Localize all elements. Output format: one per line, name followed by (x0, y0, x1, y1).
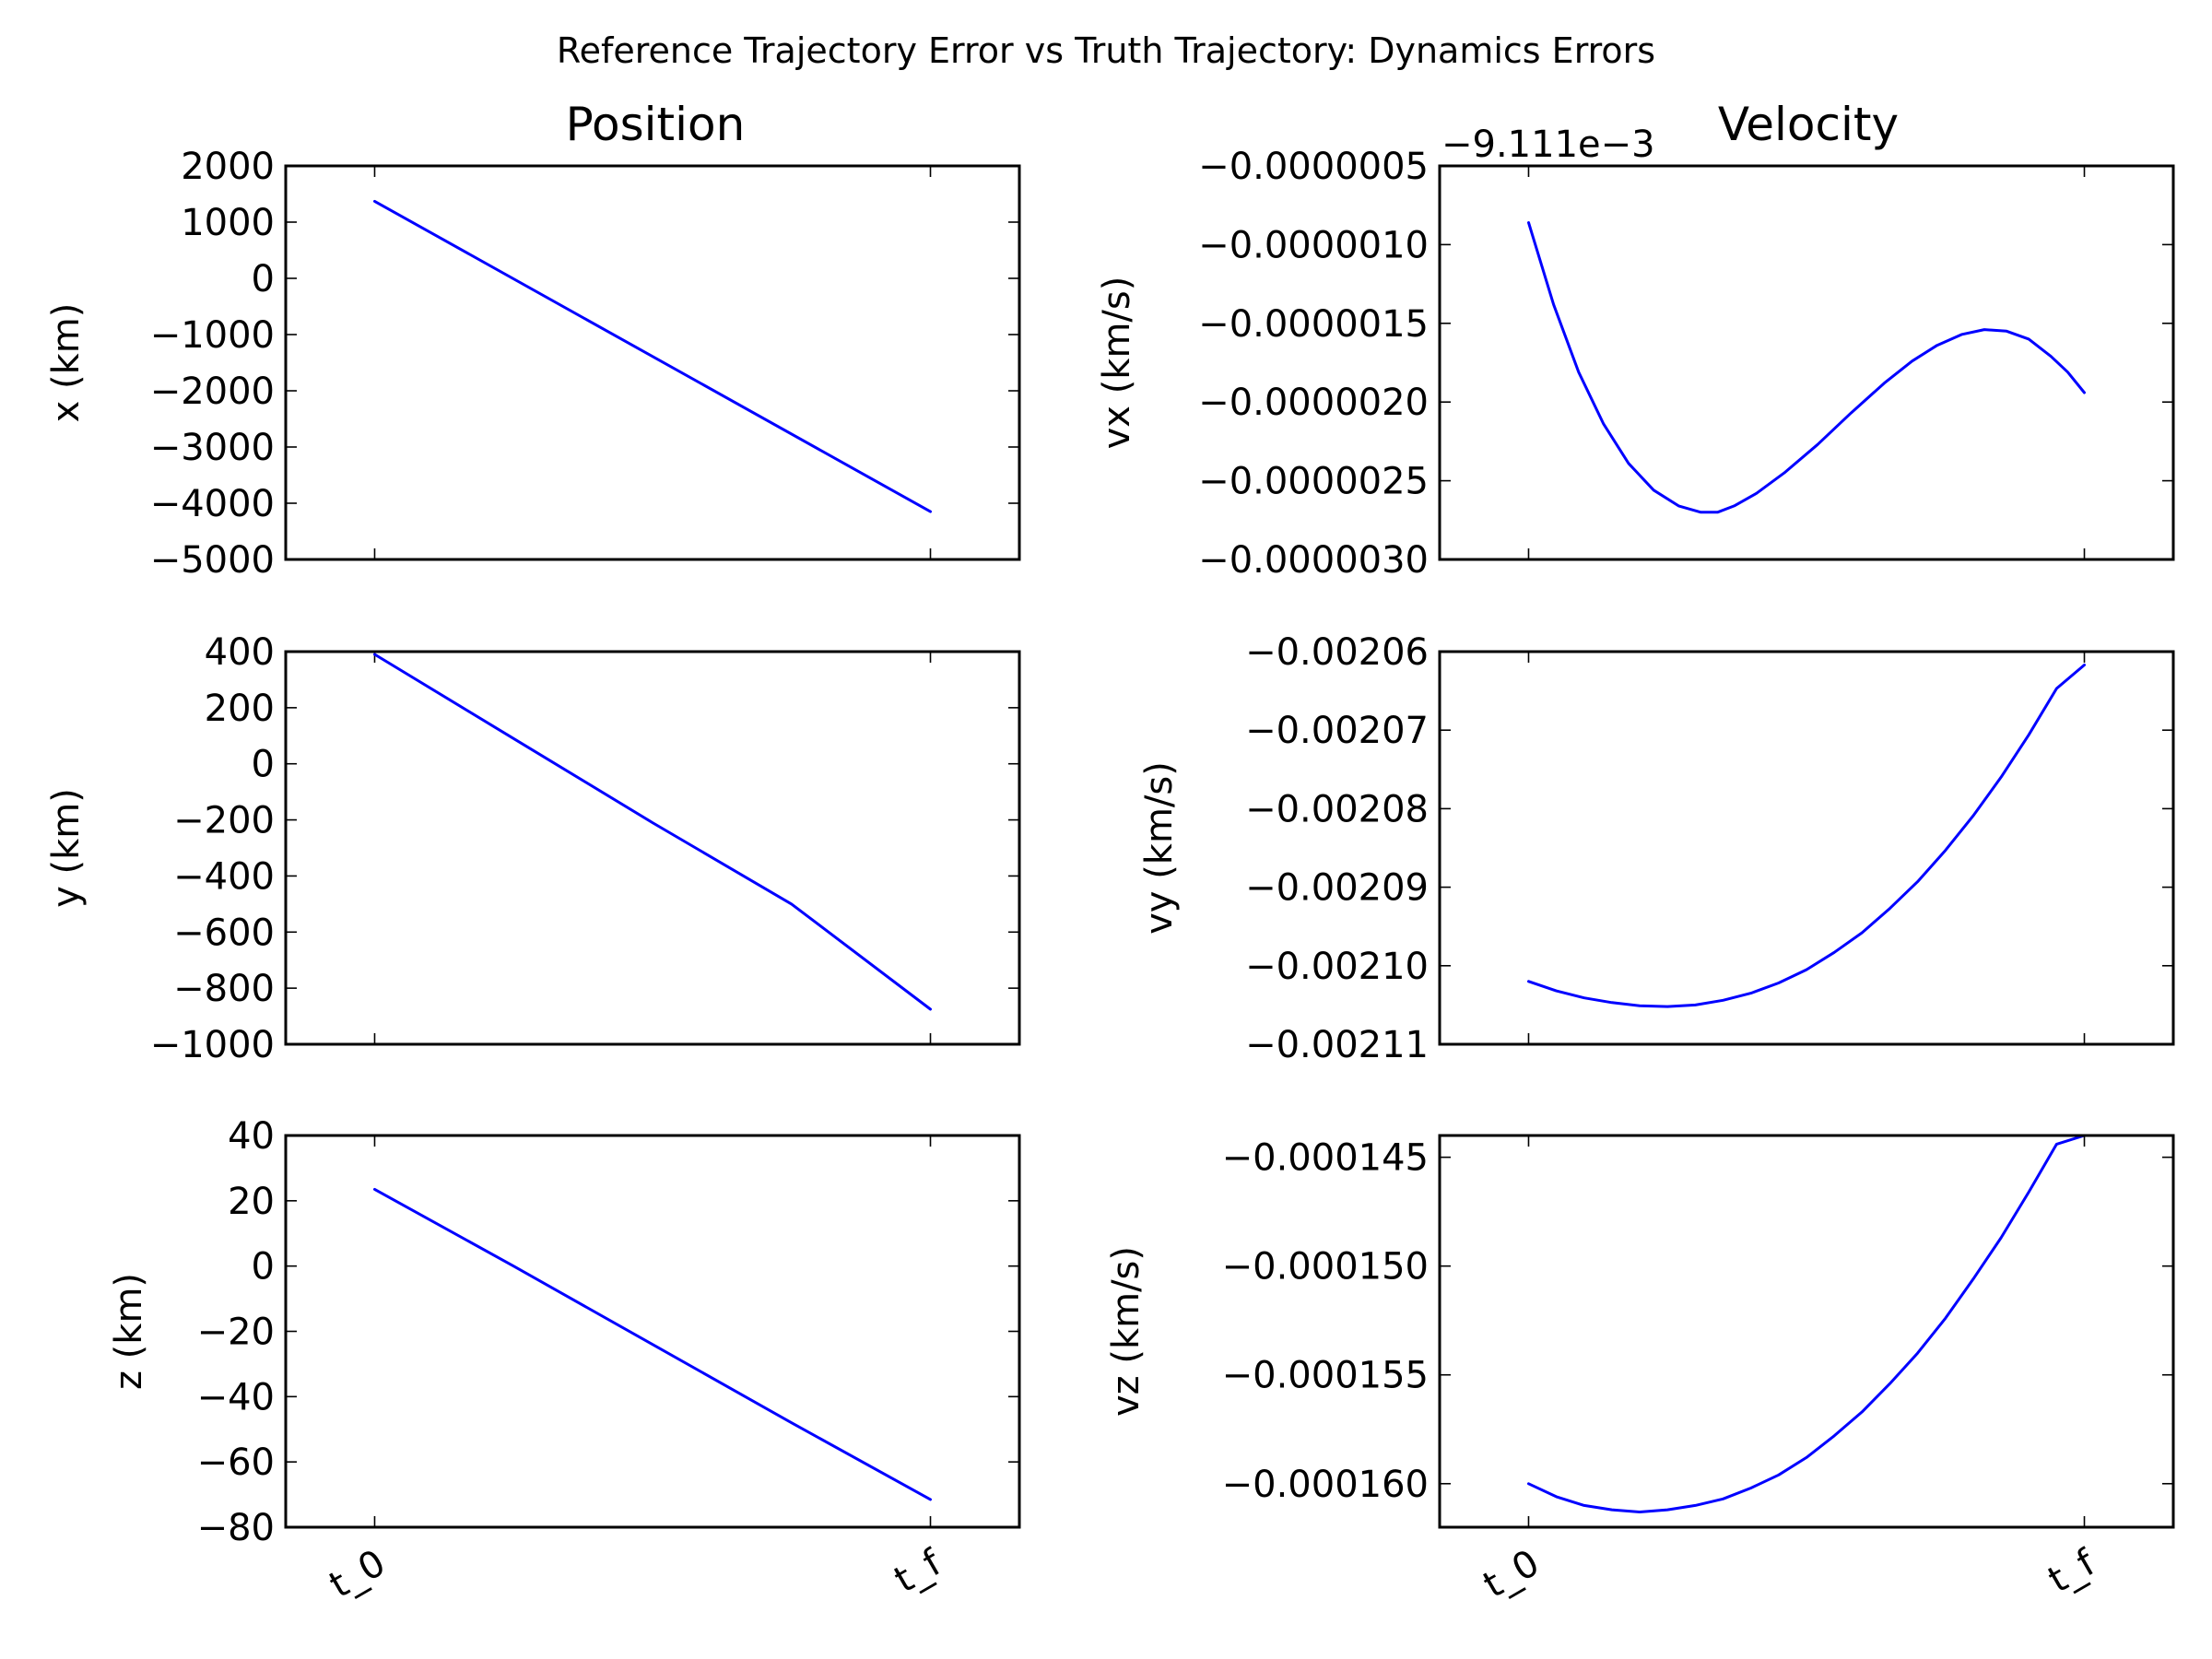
y-tick-label: −0.0000005 (1198, 146, 1429, 188)
y-tick-label: −3000 (150, 427, 275, 469)
y-axis-label: y (km) (45, 788, 88, 908)
y-axis-label: vx (km/s) (1096, 276, 1138, 450)
y-tick-label: −0.00208 (1245, 788, 1429, 830)
y-tick-label: −0.0000010 (1198, 224, 1429, 266)
subplot-1: −0.0000005 −0.0000010 −0.0000015 −0.0000020… (1096, 124, 2175, 582)
y-tick-label: 20 (228, 1181, 275, 1223)
y-tick-label: −5000 (150, 539, 275, 582)
y-tick-label: −20 (197, 1312, 275, 1354)
y-tick-label: −0.000150 (1222, 1246, 1429, 1288)
x-tick-label: t_f (2041, 1541, 2103, 1601)
y-tick-label: −0.000160 (1222, 1464, 1429, 1506)
plot-frame (1438, 650, 2175, 1046)
column-title-velocity: Velocity (1718, 98, 1899, 151)
figure-suptitle: Reference Trajectory Error vs Truth Traj… (557, 30, 1655, 71)
y-axis-label: x (km) (45, 303, 88, 423)
y-tick-label: −0.0000025 (1198, 461, 1429, 503)
y-tick-label: −0.000145 (1222, 1137, 1429, 1180)
plot-frame (284, 1134, 1021, 1529)
plot-frame (284, 164, 1021, 561)
plot-frame (1438, 164, 2175, 561)
y-tick-label: −0.00209 (1245, 867, 1429, 910)
y-tick-label: −1000 (150, 314, 275, 357)
y-tick-label: −0.0000030 (1198, 539, 1429, 582)
subplot-3: −0.00206 −0.00207 −0.00208 −0.00209 −0.00210… (1138, 631, 2175, 1066)
plot-frame (1438, 1134, 2175, 1529)
series-line-0 (373, 199, 932, 513)
y-tick-label: −800 (173, 968, 275, 1010)
y-tick-label: −0.0000020 (1198, 382, 1429, 424)
y-tick-label: −1000 (150, 1024, 275, 1066)
y-tick-label: 400 (205, 631, 275, 674)
series-line-0 (1527, 221, 2086, 514)
y-tick-label: 200 (205, 688, 275, 730)
y-tick-label: −0.0000015 (1198, 303, 1429, 346)
x-tick-label: t_f (888, 1541, 949, 1601)
y-axis-label: z (km) (108, 1273, 150, 1390)
y-axis-label: vz (km/s) (1105, 1246, 1147, 1417)
series-line-0 (1527, 1134, 2086, 1513)
subplot-0: 2000 1000 0 −1000 −2000 −3000 −4000 −5000 x (km) (45, 146, 1021, 582)
subplot-5: −0.000145 −0.000150 −0.000155 −0.000160 t_0 t… (1105, 1134, 2175, 1606)
x-tick-label: t_0 (323, 1542, 393, 1606)
y-tick-label: 0 (252, 1246, 275, 1288)
series-line-0 (1527, 664, 2086, 1008)
y-tick-label: 2000 (181, 146, 275, 188)
y-tick-label: −0.000155 (1222, 1355, 1429, 1397)
plot-frame (284, 650, 1021, 1046)
axis-offset-text: −9.111e−3 (1441, 124, 1655, 166)
y-tick-label: 1000 (181, 202, 275, 244)
y-tick-label: −0.00210 (1245, 946, 1429, 988)
y-tick-label: 40 (228, 1115, 275, 1158)
subplot-4: 40 20 0 −20 −40 −60 −80 t_0 t_f z (km) (108, 1115, 1021, 1606)
y-tick-label: −400 (173, 855, 275, 898)
y-tick-label: −80 (197, 1507, 275, 1549)
y-tick-label: −0.00211 (1245, 1024, 1429, 1066)
series-line-0 (373, 653, 932, 1011)
y-tick-label: −0.00207 (1245, 710, 1429, 752)
y-tick-label: −40 (197, 1376, 275, 1418)
y-axis-label: vy (km/s) (1138, 761, 1181, 935)
y-tick-label: −200 (173, 800, 275, 842)
y-tick-label: −60 (197, 1441, 275, 1484)
series-line-0 (373, 1187, 932, 1501)
y-tick-label: 0 (252, 744, 275, 786)
y-tick-label: 0 (252, 258, 275, 300)
subplot-2: 400 200 0 −200 −400 −600 −800 −1000 y (km) (45, 631, 1021, 1066)
y-tick-label: −2000 (150, 371, 275, 413)
y-tick-label: −0.00206 (1245, 631, 1429, 674)
y-tick-label: −4000 (150, 483, 275, 525)
column-title-position: Position (566, 98, 746, 151)
x-tick-label: t_0 (1477, 1542, 1547, 1606)
y-tick-label: −600 (173, 912, 275, 954)
